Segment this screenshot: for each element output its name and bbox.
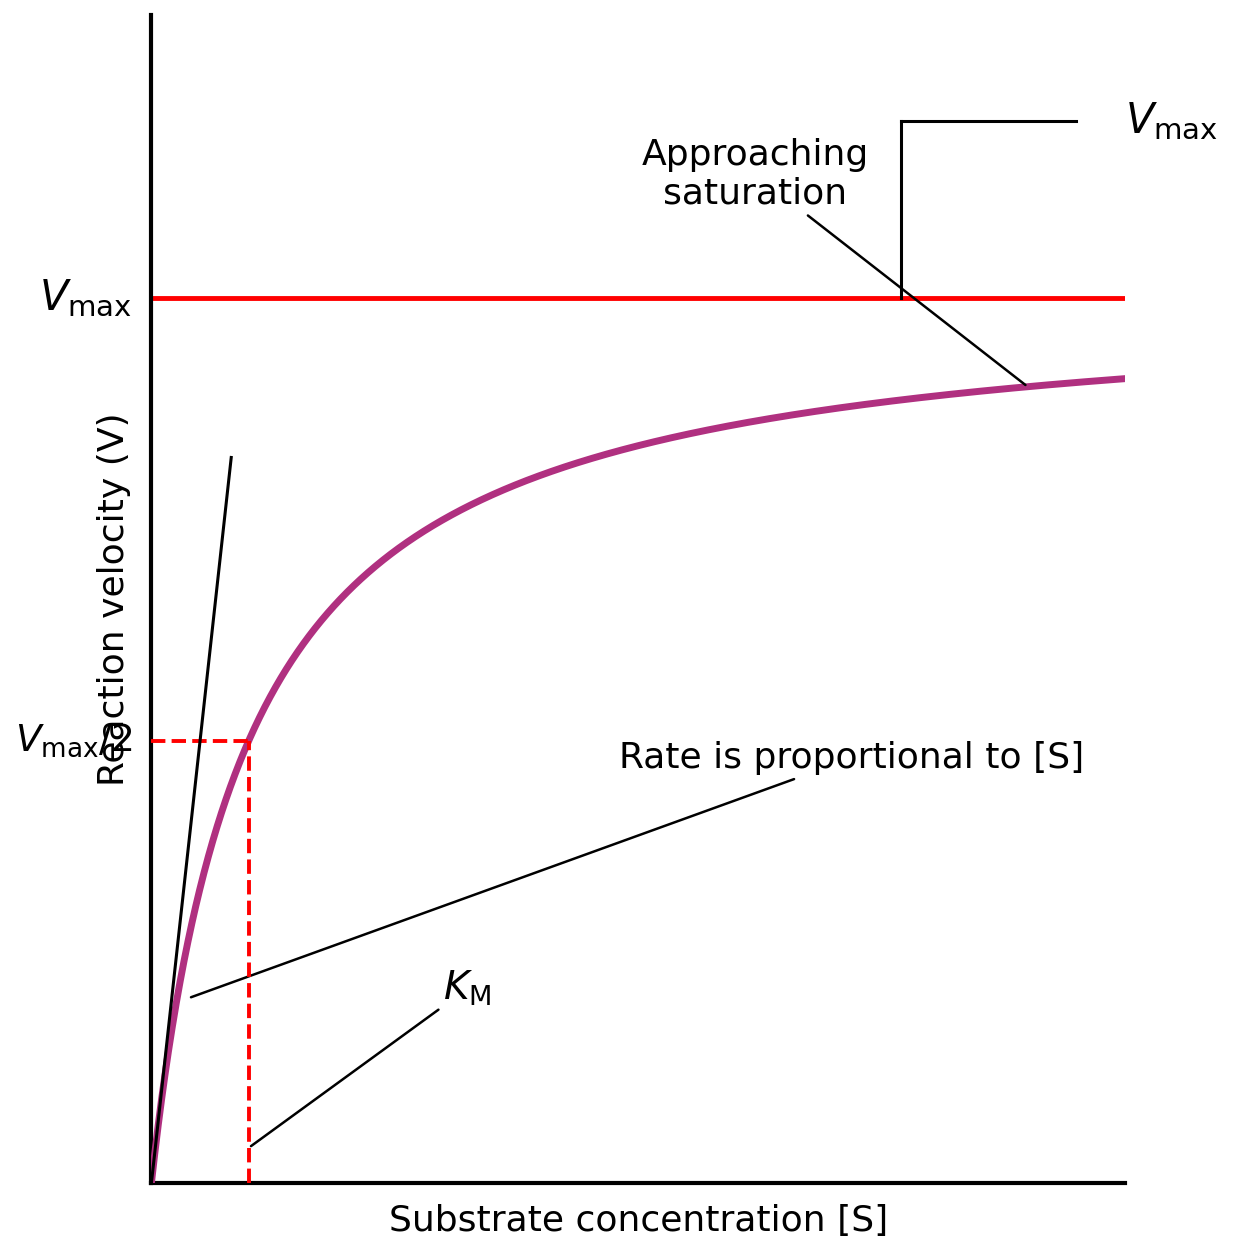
Text: $V_\mathrm{max}$: $V_\mathrm{max}$: [39, 277, 132, 320]
X-axis label: Substrate concentration [S]: Substrate concentration [S]: [388, 1204, 888, 1238]
Text: $V_\mathrm{max}/2$: $V_\mathrm{max}/2$: [15, 722, 132, 759]
Text: $V_\mathrm{max}$: $V_\mathrm{max}$: [1124, 100, 1218, 142]
Text: Approaching
saturation: Approaching saturation: [641, 138, 1026, 385]
Text: Rate is proportional to [S]: Rate is proportional to [S]: [191, 742, 1084, 997]
Text: $K_\mathrm{M}$: $K_\mathrm{M}$: [252, 969, 492, 1146]
Y-axis label: Reaction velocity (V): Reaction velocity (V): [96, 412, 131, 786]
